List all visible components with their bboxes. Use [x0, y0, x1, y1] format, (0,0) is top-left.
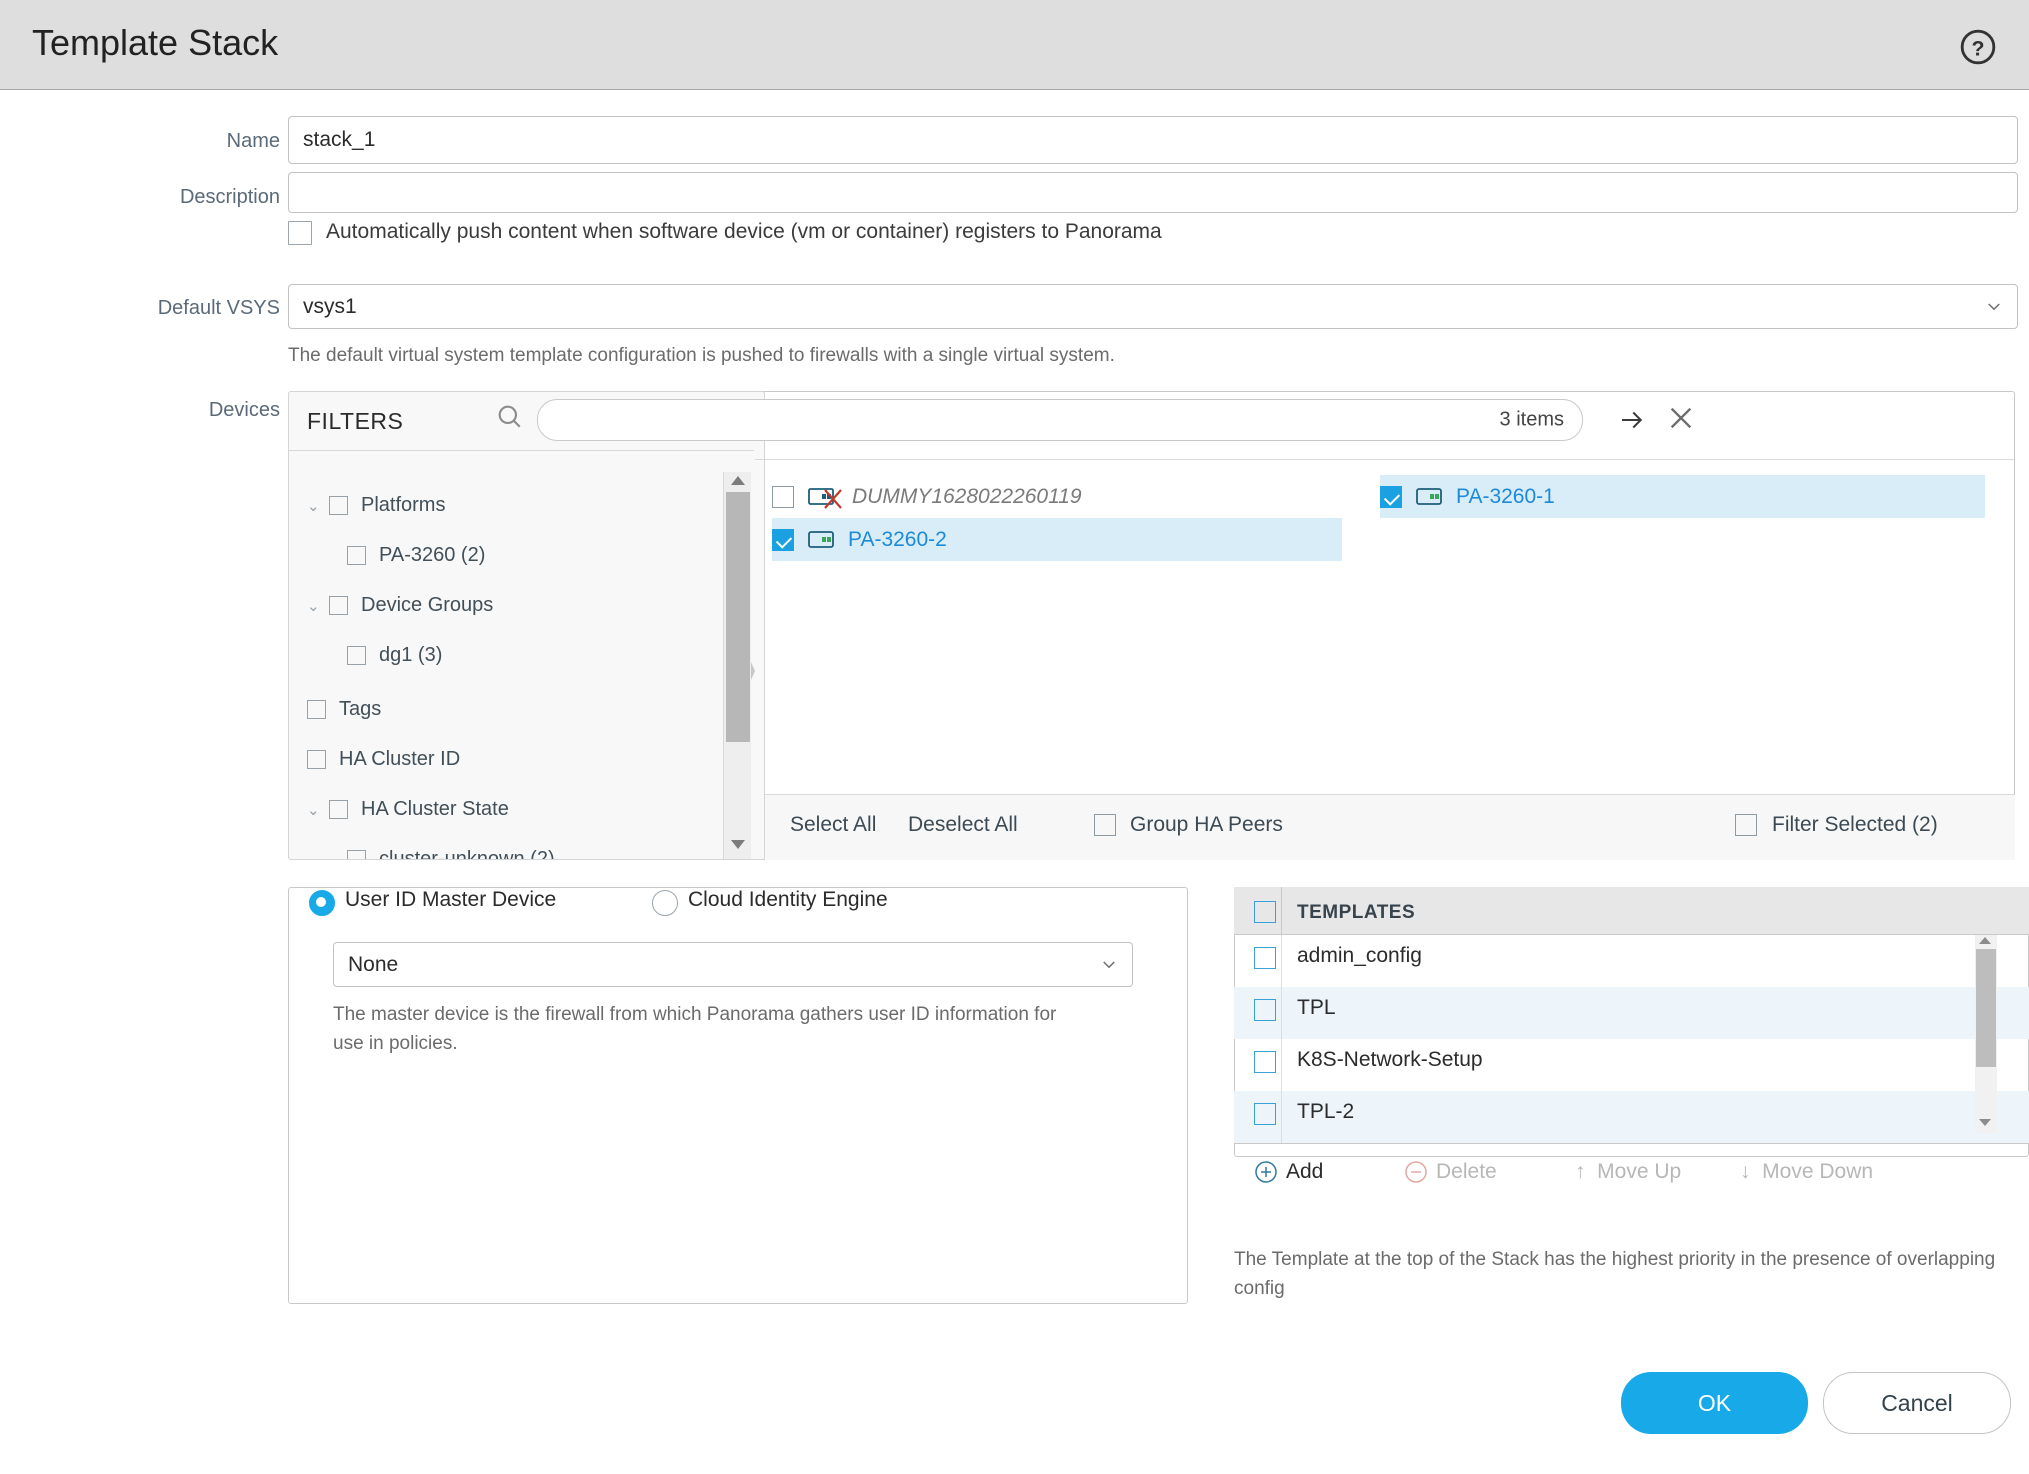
svg-text:?: ? [1971, 36, 1984, 60]
